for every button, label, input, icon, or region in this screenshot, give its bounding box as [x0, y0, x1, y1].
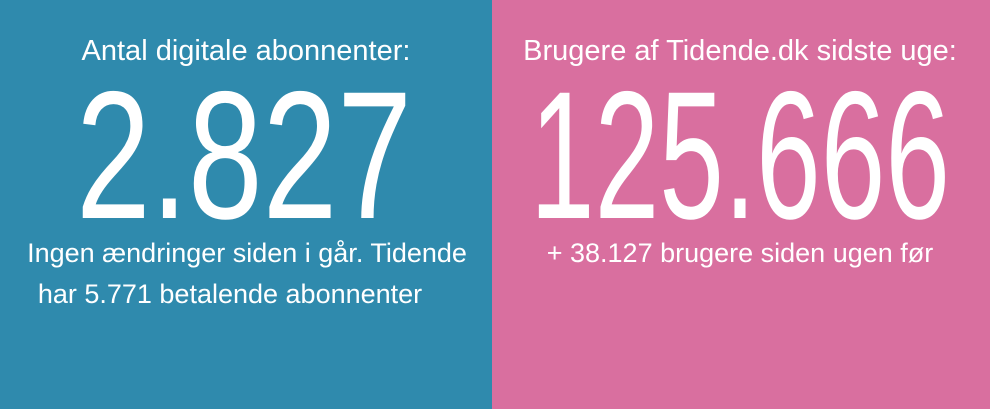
- panel-note: har 5.771 betalende abonnenter: [38, 279, 422, 309]
- panel-background: [0, 0, 492, 409]
- panel-note: + 38.127 brugere siden ugen før: [547, 238, 934, 268]
- panel-note: Ingen ændringer siden i går. Tidende: [27, 238, 467, 268]
- panel-label: Brugere af Tidende.dk sidste uge:: [523, 35, 957, 67]
- panel-label: Antal digitale abonnenter:: [82, 35, 411, 67]
- panel-value: 125.666: [530, 53, 950, 257]
- panel-background: [492, 0, 990, 409]
- panel-value: 2.827: [76, 53, 412, 257]
